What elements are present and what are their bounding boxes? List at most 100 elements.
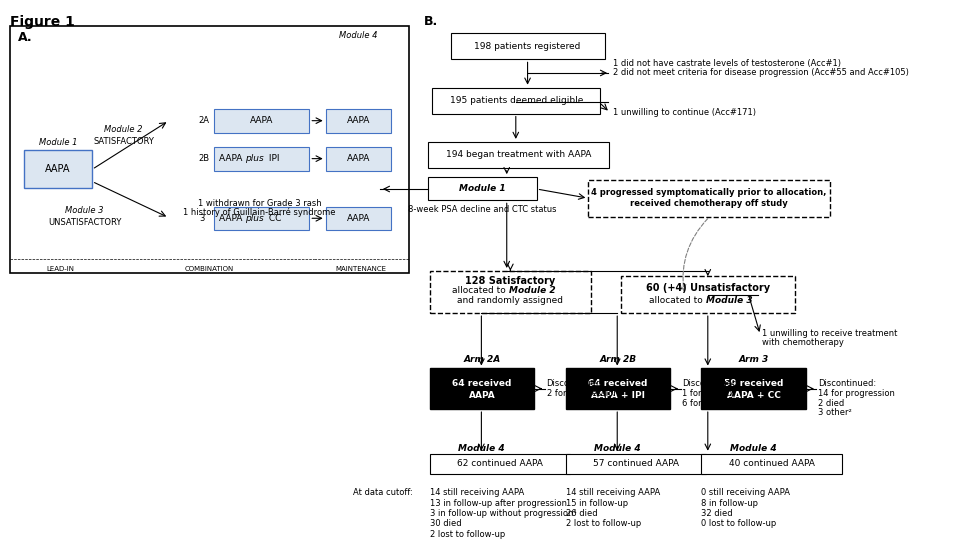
Text: with chemotherapy: with chemotherapy — [761, 338, 843, 348]
Text: 62 continued AAPA: 62 continued AAPA — [456, 459, 542, 468]
FancyBboxPatch shape — [430, 368, 533, 409]
Text: plus: plus — [245, 154, 263, 164]
Text: AAPA: AAPA — [45, 165, 71, 174]
Text: 26 died: 26 died — [565, 509, 597, 518]
Text: Module 2: Module 2 — [508, 287, 554, 295]
Text: A.: A. — [17, 31, 33, 44]
FancyBboxPatch shape — [428, 142, 608, 168]
Text: 128 Satisfactory: 128 Satisfactory — [465, 276, 554, 286]
Text: 60 (+4) Unsatisfactory: 60 (+4) Unsatisfactory — [645, 283, 769, 293]
Text: 15 in follow-up: 15 in follow-up — [565, 499, 628, 507]
FancyBboxPatch shape — [214, 147, 309, 171]
FancyBboxPatch shape — [565, 453, 705, 474]
Text: 0 lost to follow-up: 0 lost to follow-up — [701, 519, 776, 528]
Text: Module 4: Module 4 — [457, 444, 505, 453]
FancyBboxPatch shape — [620, 276, 794, 313]
FancyBboxPatch shape — [432, 88, 600, 113]
Text: At data cutoff:: At data cutoff: — [353, 488, 412, 497]
FancyBboxPatch shape — [587, 180, 829, 217]
Text: allocated to: allocated to — [649, 295, 705, 305]
Text: 14 still receiving AAPA: 14 still receiving AAPA — [565, 488, 659, 497]
Text: 4 progressed symptomatically prior to allocation,: 4 progressed symptomatically prior to al… — [591, 188, 826, 197]
Text: 194 began treatment with AAPA: 194 began treatment with AAPA — [445, 150, 591, 159]
Text: 3 in follow-up without progression¹: 3 in follow-up without progression¹ — [430, 509, 576, 518]
Text: 14 still receiving AAPA: 14 still receiving AAPA — [430, 488, 524, 497]
Text: Module 4: Module 4 — [729, 444, 776, 453]
FancyBboxPatch shape — [325, 147, 390, 171]
Text: AAPA + IPI: AAPA + IPI — [590, 391, 644, 400]
Text: 2 lost to follow-up: 2 lost to follow-up — [430, 530, 505, 538]
Text: 59 received: 59 received — [723, 379, 782, 388]
Text: 8 in follow-up: 8 in follow-up — [701, 499, 757, 507]
Text: Figure 1: Figure 1 — [11, 15, 75, 29]
Text: plus: plus — [245, 214, 263, 223]
FancyBboxPatch shape — [430, 453, 570, 474]
FancyBboxPatch shape — [325, 110, 390, 132]
FancyBboxPatch shape — [24, 150, 92, 189]
Text: AAPA: AAPA — [250, 117, 273, 125]
Text: AAPA: AAPA — [346, 154, 370, 164]
Text: Discontinued:: Discontinued: — [818, 379, 875, 388]
Text: Discontinued:: Discontinued: — [681, 379, 740, 388]
FancyBboxPatch shape — [214, 207, 309, 230]
Text: AAPA + CC: AAPA + CC — [726, 391, 779, 400]
Text: 64 received: 64 received — [452, 379, 511, 388]
Text: AAPA: AAPA — [346, 117, 370, 125]
FancyBboxPatch shape — [701, 453, 841, 474]
FancyBboxPatch shape — [701, 368, 804, 409]
FancyBboxPatch shape — [214, 110, 309, 132]
Text: 64 received: 64 received — [587, 379, 647, 388]
Text: Module 3: Module 3 — [705, 295, 752, 305]
Text: Module 4: Module 4 — [338, 31, 377, 39]
Text: 3: 3 — [199, 214, 204, 223]
FancyBboxPatch shape — [450, 33, 604, 59]
Text: Module 1: Module 1 — [458, 184, 505, 193]
Text: Module 1: Module 1 — [38, 138, 77, 147]
Text: Arm 2B: Arm 2B — [599, 355, 635, 364]
Text: 13 in follow-up after progression: 13 in follow-up after progression — [430, 499, 566, 507]
Text: 198 patients registered: 198 patients registered — [474, 42, 580, 51]
Text: UNSATISFACTORY: UNSATISFACTORY — [48, 217, 121, 227]
Text: COMBINATION: COMBINATION — [185, 266, 234, 272]
Text: B.: B. — [423, 15, 437, 28]
Text: received chemotherapy off study: received chemotherapy off study — [629, 199, 787, 208]
Text: MAINTENANCE: MAINTENANCE — [335, 266, 386, 272]
Text: and randomly assigned: and randomly assigned — [456, 295, 563, 305]
Text: Arm 3: Arm 3 — [738, 355, 768, 364]
Text: 2B: 2B — [199, 154, 209, 163]
Text: allocated to: allocated to — [452, 287, 508, 295]
Text: 2 lost to follow-up: 2 lost to follow-up — [565, 519, 640, 528]
Text: CC: CC — [266, 214, 282, 223]
FancyBboxPatch shape — [11, 26, 408, 272]
Text: 2 for progression: 2 for progression — [546, 389, 618, 398]
Text: Arm 2A: Arm 2A — [463, 355, 500, 364]
Text: Discontinued:: Discontinued: — [546, 379, 604, 388]
Text: AAPA: AAPA — [219, 154, 245, 164]
Text: LEAD-IN: LEAD-IN — [46, 266, 74, 272]
FancyBboxPatch shape — [430, 271, 590, 313]
Text: 2 died: 2 died — [818, 399, 844, 408]
Text: 14 for progression: 14 for progression — [818, 389, 895, 398]
Text: 1 did not have castrate levels of testosterone (Acc#1): 1 did not have castrate levels of testos… — [612, 59, 840, 68]
Text: 0 still receiving AAPA: 0 still receiving AAPA — [701, 488, 790, 497]
Text: 6 for progression: 6 for progression — [681, 399, 753, 408]
Text: 2 did not meet criteria for disease progression (Acc#55 and Acc#105): 2 did not meet criteria for disease prog… — [612, 69, 907, 77]
Text: 1 withdrawn for Grade 3 rash: 1 withdrawn for Grade 3 rash — [197, 198, 321, 208]
Text: Module 4: Module 4 — [593, 444, 640, 453]
Text: 8-week PSA decline and CTC status: 8-week PSA decline and CTC status — [407, 205, 556, 214]
Text: 1 unwilling to receive treatment: 1 unwilling to receive treatment — [761, 329, 897, 338]
Text: AAPA: AAPA — [346, 214, 370, 223]
FancyBboxPatch shape — [325, 207, 390, 230]
FancyBboxPatch shape — [428, 177, 536, 201]
Text: Module 2: Module 2 — [105, 125, 143, 135]
Text: 1 unwilling to continue (Acc#171): 1 unwilling to continue (Acc#171) — [612, 108, 755, 117]
Text: 3 other²: 3 other² — [818, 408, 851, 417]
Text: AAPA: AAPA — [219, 214, 245, 223]
Text: 30 died: 30 died — [430, 519, 461, 528]
Text: 2A: 2A — [199, 116, 209, 125]
Text: Module 3: Module 3 — [65, 206, 104, 215]
Text: IPI: IPI — [266, 154, 280, 164]
Text: 57 continued AAPA: 57 continued AAPA — [592, 459, 678, 468]
FancyBboxPatch shape — [565, 368, 669, 409]
Text: AAPA: AAPA — [468, 391, 495, 400]
